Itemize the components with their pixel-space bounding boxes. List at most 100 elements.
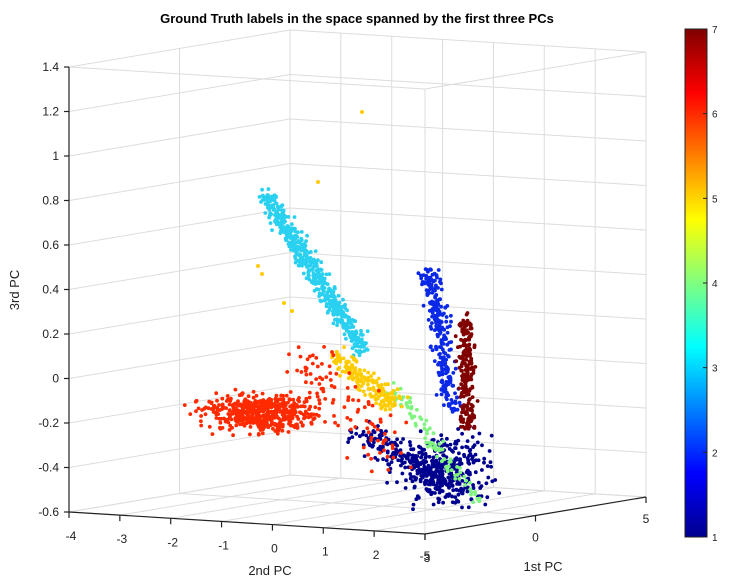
data-point [461,417,466,422]
data-point [314,377,319,381]
data-point [446,382,451,387]
data-point [315,273,320,278]
grid-line [289,118,647,142]
data-point [471,500,476,504]
data-point [323,293,328,298]
data-point [471,371,476,375]
data-point [374,380,379,385]
data-point [200,408,205,412]
data-point [453,495,458,499]
data-point [470,395,475,399]
chart-title: Ground Truth labels in the space spanned… [160,11,554,26]
data-point [424,288,429,292]
data-point [408,440,412,444]
data-point [248,432,252,437]
data-point [432,271,437,276]
data-point [460,407,465,411]
data-point [378,402,382,407]
data-point [451,371,456,375]
data-point [281,393,285,398]
data-point [457,461,462,466]
data-point [304,372,309,377]
data-point [354,336,358,340]
data-point [457,386,461,391]
data-point [451,383,456,388]
data-point [443,351,448,356]
data-point [372,424,377,429]
data-point [458,321,463,326]
data-point [465,373,470,378]
data-point [281,397,286,402]
data-point [365,379,370,383]
data-point [472,345,477,350]
data-point [373,456,378,460]
grid-line [424,51,647,90]
data-point [480,443,484,448]
z-axis-label: 3rd PC [7,270,22,310]
data-point [472,443,477,447]
data-point [315,394,320,399]
data-point [381,445,385,449]
data-point [236,403,240,408]
data-point [273,429,278,433]
data-point [228,423,233,428]
data-point [286,430,291,434]
data-point [188,412,193,416]
data-point [453,391,457,396]
data-point [348,319,352,324]
data-point [319,268,324,272]
data-point [383,432,387,436]
data-point [359,339,364,343]
data-point [462,342,467,347]
data-point [199,414,204,418]
data-point [264,400,269,405]
data-point [458,344,462,349]
data-point [317,382,322,386]
data-point [282,404,286,408]
data-point [485,495,490,500]
data-point [369,435,374,440]
data-point [308,354,312,359]
data-point [377,388,381,393]
data-point [267,417,272,421]
data-point [417,450,422,455]
data-point [442,443,447,447]
data-point [288,397,292,402]
data-point [468,481,472,485]
data-point [469,492,473,497]
grid-line [289,385,647,409]
data-point [344,368,349,373]
data-point [449,475,454,479]
data-point [346,398,350,403]
data-point [286,400,290,405]
data-point [390,446,395,451]
data-point [279,229,283,233]
data-point [371,385,376,390]
data-point [249,409,254,414]
data-point [450,494,454,499]
data-point [356,383,361,388]
data-point [460,479,465,483]
data-point [434,283,438,288]
data-point [466,330,471,335]
data-point [336,423,340,428]
y-axis-line [68,511,426,535]
data-point [220,426,225,430]
data-point [395,387,400,392]
data-point [308,261,313,266]
data-point [467,398,471,403]
data-point [308,256,313,260]
data-point [216,412,221,416]
data-point [328,378,333,382]
data-point [436,500,441,505]
data-point [471,486,476,490]
data-point [468,487,473,492]
data-point [466,458,471,463]
data-point [336,303,341,308]
data-point [473,470,478,475]
data-point [346,395,351,400]
data-point [330,309,335,314]
data-point [373,397,378,402]
data-point [259,425,264,430]
data-point [262,425,267,429]
